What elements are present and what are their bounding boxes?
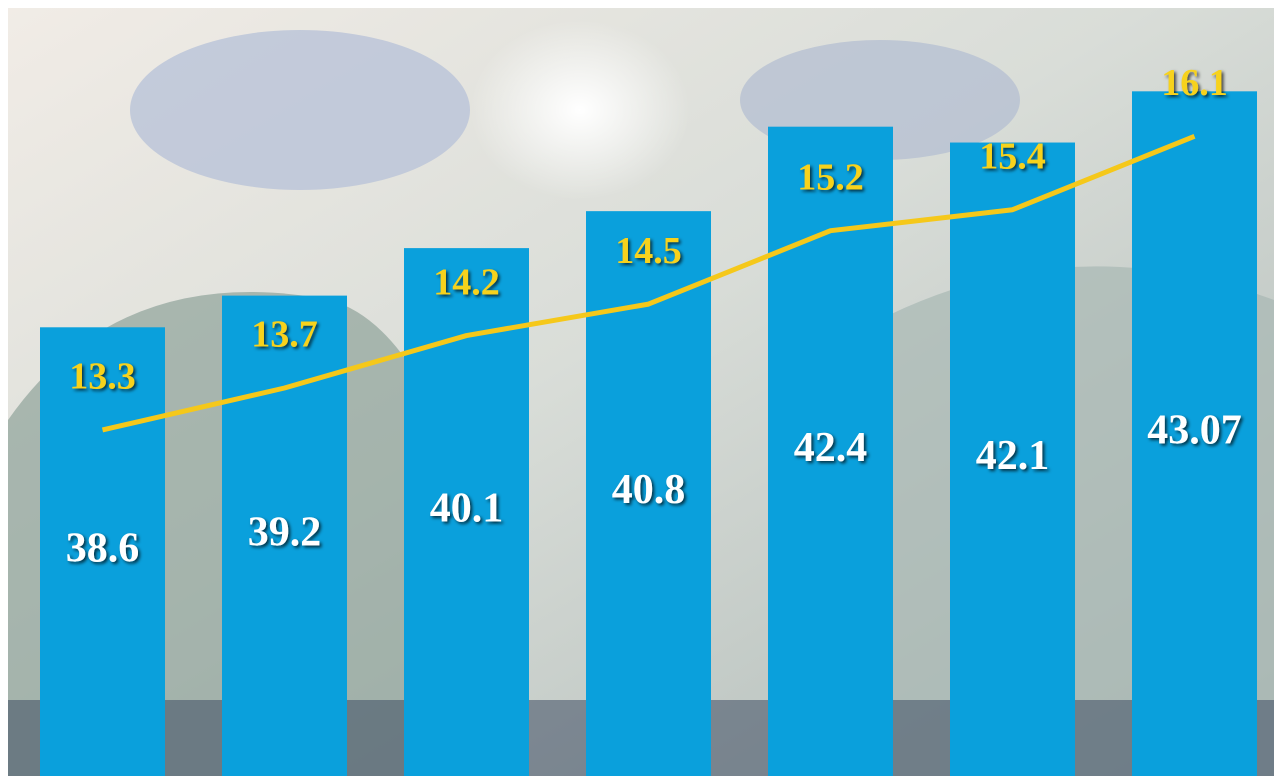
line-label: 14.5 bbox=[615, 230, 682, 272]
line-label: 13.3 bbox=[69, 356, 136, 398]
bar-label: 42.1 bbox=[976, 433, 1050, 479]
bar-label: 42.4 bbox=[794, 425, 868, 471]
line-label: 15.2 bbox=[797, 156, 864, 198]
chart: 38.6 39.2 40.1 40.8 42.4 42.1 43.07 13.3 13.7 14.… bbox=[0, 0, 1274, 776]
line-label: 14.2 bbox=[433, 261, 500, 303]
line-label: 15.4 bbox=[979, 135, 1046, 177]
bar-label: 40.1 bbox=[430, 486, 504, 532]
bar-label: 39.2 bbox=[248, 509, 322, 555]
bar-label: 38.6 bbox=[66, 525, 140, 571]
line-label: 13.7 bbox=[251, 314, 318, 356]
bar-label: 40.8 bbox=[612, 467, 686, 513]
line-label: 16.1 bbox=[1161, 62, 1228, 104]
bar-label: 43.07 bbox=[1147, 407, 1242, 453]
